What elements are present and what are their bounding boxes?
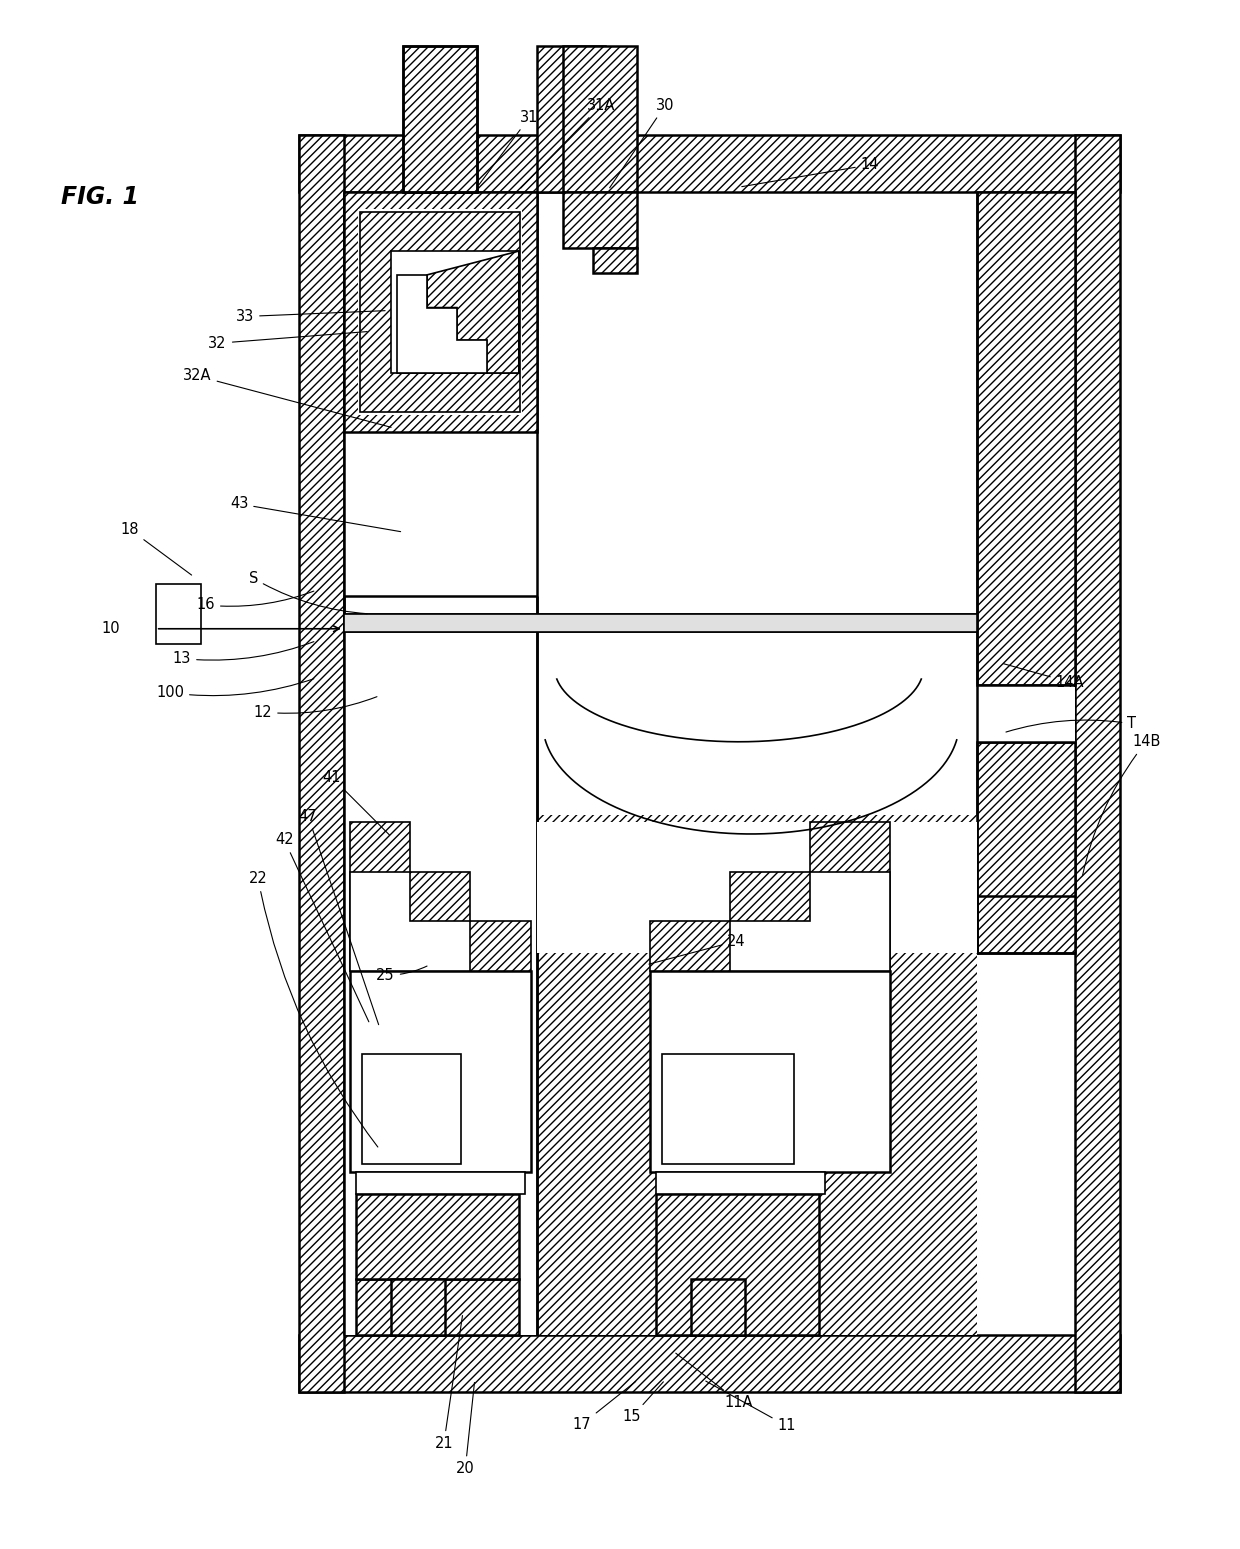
Text: 10: 10 bbox=[102, 621, 120, 637]
Text: FIG. 1: FIG. 1 bbox=[61, 186, 139, 209]
Bar bbox=[656, 1171, 825, 1194]
Bar bbox=[299, 135, 1120, 192]
Polygon shape bbox=[350, 823, 531, 971]
Text: 32A: 32A bbox=[184, 369, 391, 428]
Bar bbox=[156, 584, 201, 644]
Bar bbox=[537, 815, 977, 1335]
Text: 14B: 14B bbox=[1083, 734, 1161, 875]
Text: 15: 15 bbox=[622, 1382, 663, 1425]
Text: 11: 11 bbox=[706, 1382, 796, 1433]
Bar bbox=[650, 971, 890, 1171]
Text: S: S bbox=[249, 570, 367, 613]
Bar bbox=[692, 1278, 745, 1335]
Bar bbox=[356, 1171, 525, 1194]
Bar bbox=[362, 1053, 461, 1165]
Bar bbox=[1075, 135, 1120, 1391]
Text: 20: 20 bbox=[456, 1383, 475, 1476]
Bar bbox=[941, 897, 977, 953]
Bar bbox=[361, 212, 520, 412]
Text: 25: 25 bbox=[376, 967, 427, 982]
Bar bbox=[977, 685, 1075, 742]
Bar bbox=[392, 251, 518, 373]
Polygon shape bbox=[650, 823, 890, 971]
Polygon shape bbox=[730, 872, 890, 971]
Bar bbox=[656, 1194, 818, 1335]
Bar bbox=[358, 209, 522, 415]
Text: 21: 21 bbox=[434, 1315, 463, 1451]
Bar bbox=[563, 46, 636, 192]
Text: 33: 33 bbox=[236, 308, 386, 324]
Bar bbox=[356, 1194, 518, 1278]
Bar bbox=[403, 46, 477, 192]
Text: 24: 24 bbox=[649, 934, 746, 963]
Polygon shape bbox=[397, 251, 518, 373]
Text: 100: 100 bbox=[156, 678, 314, 700]
Bar bbox=[343, 192, 537, 1335]
Text: 16: 16 bbox=[196, 592, 314, 612]
Text: 41: 41 bbox=[322, 770, 389, 835]
Text: T: T bbox=[1006, 717, 1136, 733]
Text: 18: 18 bbox=[120, 522, 192, 575]
Bar bbox=[537, 823, 977, 953]
Text: 47: 47 bbox=[299, 809, 378, 1025]
Bar bbox=[563, 192, 636, 248]
Text: 31: 31 bbox=[479, 110, 538, 184]
Bar bbox=[392, 1278, 445, 1335]
Bar bbox=[299, 1335, 1120, 1391]
Text: 43: 43 bbox=[229, 496, 401, 531]
Polygon shape bbox=[397, 274, 486, 373]
Text: 32: 32 bbox=[208, 331, 367, 350]
Bar bbox=[350, 971, 531, 1171]
Bar bbox=[343, 192, 1075, 1335]
Text: 42: 42 bbox=[275, 832, 368, 1022]
Bar bbox=[593, 248, 636, 273]
Bar bbox=[403, 46, 477, 192]
Bar bbox=[537, 46, 605, 192]
Bar bbox=[356, 1278, 518, 1335]
Text: 30: 30 bbox=[610, 98, 675, 187]
Bar bbox=[343, 192, 537, 432]
Text: 14: 14 bbox=[742, 158, 879, 186]
Bar bbox=[977, 742, 1075, 953]
Polygon shape bbox=[350, 872, 470, 971]
Text: 17: 17 bbox=[573, 1382, 636, 1431]
Text: 31A: 31A bbox=[521, 98, 615, 187]
Bar bbox=[343, 596, 537, 1335]
Text: 22: 22 bbox=[249, 871, 378, 1146]
Text: 14A: 14A bbox=[1003, 663, 1084, 689]
Bar bbox=[662, 1053, 794, 1165]
Bar bbox=[299, 135, 343, 1391]
Text: 11A: 11A bbox=[676, 1354, 753, 1410]
Bar bbox=[343, 613, 977, 632]
Text: 12: 12 bbox=[253, 697, 377, 720]
Text: 13: 13 bbox=[172, 641, 314, 666]
Bar bbox=[977, 192, 1075, 685]
